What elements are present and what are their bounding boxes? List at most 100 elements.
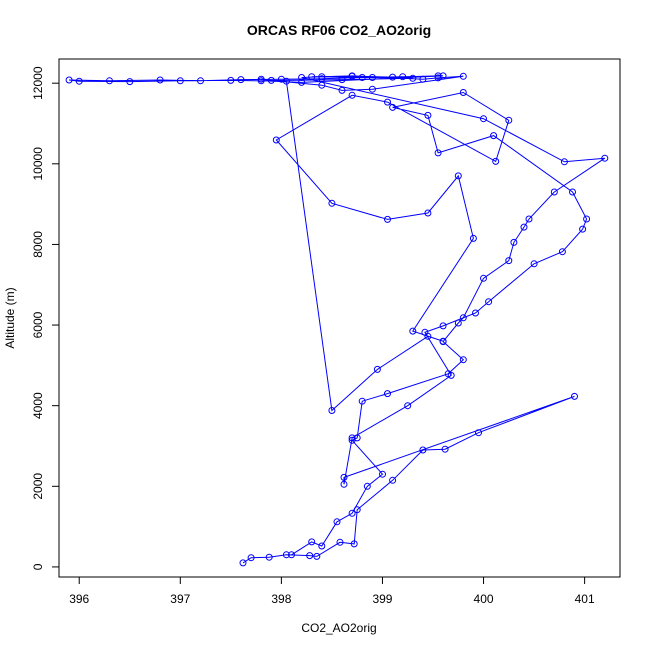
- data-point: [363, 482, 371, 490]
- data-point: [492, 157, 500, 165]
- data-point: [439, 338, 447, 346]
- y-tick-label: 2000: [31, 473, 45, 500]
- data-point: [384, 98, 391, 106]
- data-point: [454, 319, 462, 327]
- data-point: [389, 476, 397, 484]
- data-point: [444, 370, 452, 378]
- data-point: [579, 225, 587, 233]
- data-point: [469, 234, 477, 242]
- data-point: [288, 551, 295, 559]
- data-point: [389, 73, 397, 81]
- series-1: [65, 72, 591, 567]
- series-line: [69, 75, 588, 564]
- data-point: [338, 86, 346, 94]
- data-point: [333, 518, 341, 526]
- y-tick-label: 4000: [31, 392, 45, 419]
- chart-title: ORCAS RF06 CO2_AO2orig: [247, 22, 431, 38]
- data-point: [441, 445, 449, 453]
- data-point: [277, 75, 285, 83]
- data-point: [459, 314, 467, 322]
- data-point: [485, 298, 493, 306]
- data-point: [409, 327, 417, 335]
- data-point: [439, 322, 447, 330]
- data-point: [328, 407, 336, 414]
- data-point: [472, 309, 479, 317]
- data-point: [65, 76, 73, 84]
- data-point: [75, 77, 83, 85]
- x-tick-label: 398: [271, 592, 291, 606]
- data-point: [239, 559, 247, 567]
- data-point: [358, 74, 366, 81]
- data-point: [560, 158, 568, 166]
- data-point: [350, 540, 358, 548]
- data-point: [298, 74, 306, 81]
- data-point: [558, 248, 566, 256]
- data-point: [399, 73, 407, 81]
- x-tick-label: 397: [170, 592, 190, 606]
- data-point: [340, 480, 348, 488]
- data-point: [318, 81, 326, 89]
- y-axis-label: Altitude (m): [3, 287, 17, 348]
- data-point: [348, 91, 356, 99]
- data-point: [368, 74, 376, 81]
- x-axis: 396 397 398 399 400 401: [69, 576, 595, 606]
- data-point: [336, 538, 344, 546]
- data-point: [505, 116, 513, 124]
- data-point: [424, 111, 432, 119]
- x-tick-label: 400: [474, 592, 494, 606]
- data-point: [419, 75, 427, 83]
- data-point: [475, 429, 482, 437]
- x-axis-label: CO2_AO2orig: [301, 621, 376, 635]
- data-point: [510, 238, 518, 246]
- data-point: [340, 473, 348, 481]
- data-point: [227, 76, 235, 84]
- series-line: [261, 75, 606, 556]
- data-point: [434, 74, 442, 82]
- data-point: [368, 85, 376, 93]
- data-point: [282, 551, 290, 559]
- data-point: [424, 332, 432, 340]
- data-point: [126, 78, 134, 86]
- data-point: [583, 215, 591, 223]
- data-point: [265, 553, 273, 561]
- data-point: [353, 434, 361, 442]
- data-point: [308, 538, 316, 546]
- data-point: [480, 274, 487, 282]
- x-tick-label: 396: [69, 592, 89, 606]
- data-point: [318, 542, 326, 550]
- x-tick-label: 399: [372, 592, 392, 606]
- data-point: [267, 76, 275, 84]
- y-tick-label: 0: [31, 563, 45, 570]
- data-point: [257, 75, 265, 83]
- data-point: [490, 132, 498, 140]
- data-point: [419, 446, 427, 454]
- y-tick-label: 10000: [31, 147, 45, 181]
- data-point: [601, 154, 609, 162]
- data-point: [480, 115, 487, 123]
- x-tick-label: 401: [575, 592, 595, 606]
- data-point: [424, 209, 432, 217]
- data-point: [505, 257, 513, 265]
- data-point: [404, 402, 412, 410]
- data-point: [328, 199, 336, 207]
- data-point: [318, 73, 326, 81]
- data-point: [379, 470, 386, 478]
- data-point: [373, 365, 381, 373]
- data-point: [272, 136, 280, 144]
- data-point: [571, 392, 578, 400]
- data-point: [298, 78, 306, 86]
- y-axis: 0 2000 4000 6000 8000 10000 12000: [31, 66, 60, 570]
- y-tick-label: 12000: [31, 66, 45, 100]
- data-point: [348, 509, 356, 517]
- data-point: [454, 172, 462, 180]
- data-point: [348, 72, 356, 80]
- data-point: [569, 188, 576, 196]
- data-point: [459, 89, 467, 96]
- data-point: [459, 356, 467, 364]
- data-point: [197, 77, 204, 85]
- series-2: [257, 72, 609, 559]
- data-point: [384, 390, 391, 398]
- y-tick-label: 6000: [31, 311, 45, 338]
- data-point: [306, 552, 314, 560]
